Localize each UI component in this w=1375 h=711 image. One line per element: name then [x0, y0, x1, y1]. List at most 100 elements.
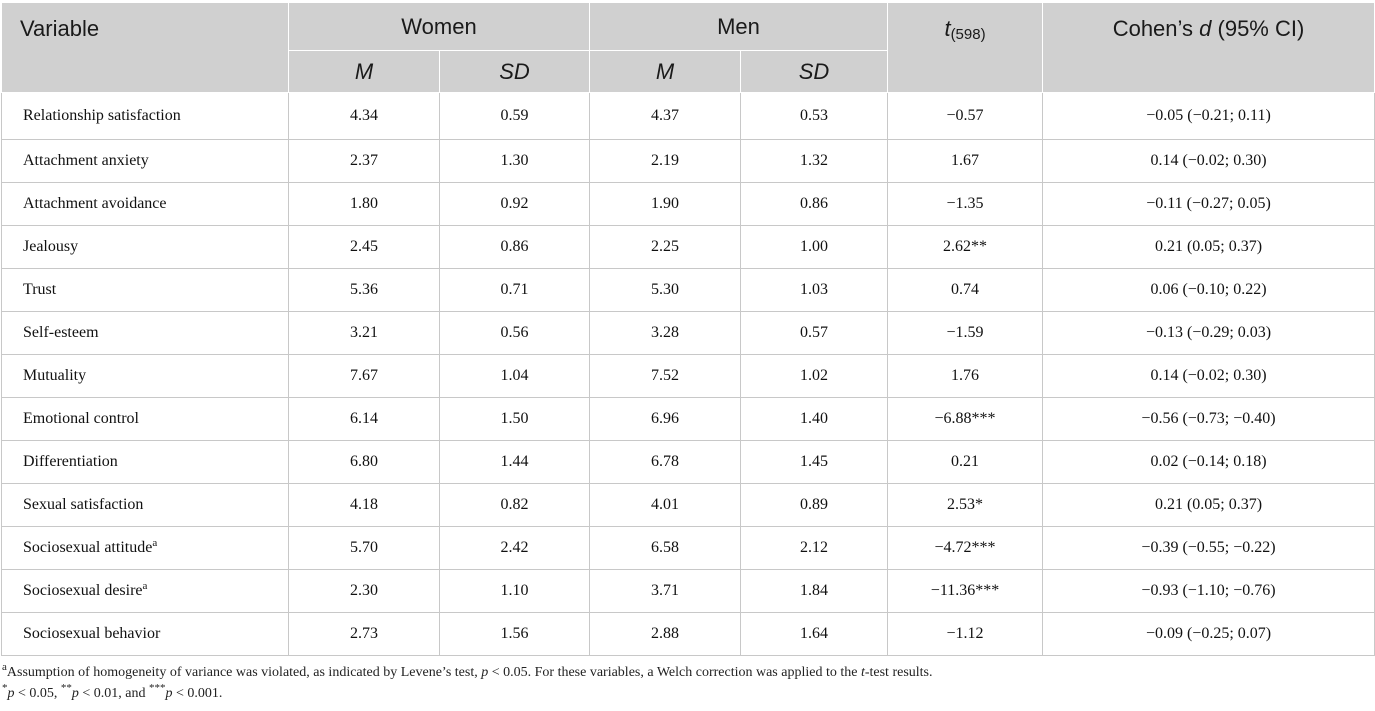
table-row: Attachment avoidance 1.80 0.92 1.90 0.86 −1.3… [1, 182, 1375, 226]
variable-name: Trust [1, 268, 289, 312]
men-mean-cell: 3.71 [589, 569, 741, 613]
women-mean-cell: 6.14 [288, 397, 440, 441]
women-sd-cell: 0.56 [439, 311, 590, 355]
variable-name: Sociosexual behavior [1, 612, 289, 656]
sig-2-text: < 0.01, and [78, 686, 150, 701]
men-sd-cell: 0.53 [739, 92, 889, 140]
t-degrees-of-freedom: (598) [950, 26, 986, 43]
women-mean-cell: 5.36 [288, 268, 440, 312]
cohens-d-suffix: (95% CI) [1211, 16, 1305, 41]
variable-label: Sociosexual attitude [23, 539, 153, 556]
t-value-cell: 2.53* [887, 483, 1044, 527]
table-row: Relationship satisfaction 4.34 0.59 4.37 0.5… [1, 92, 1375, 140]
women-sd-cell: 2.42 [439, 526, 590, 570]
table-row: Sociosexual desirea 2.30 1.10 3.71 1.84 −11.3… [1, 569, 1375, 613]
header-women-mean: M [288, 50, 440, 93]
women-mean-cell: 3.21 [288, 311, 440, 355]
t-value-cell: −1.35 [887, 182, 1044, 226]
cohens-d-cell: 0.02 (−0.14; 0.18) [1042, 440, 1375, 484]
cohens-d-cell: −0.39 (−0.55; −0.22) [1042, 526, 1375, 570]
women-mean-cell: 2.37 [288, 139, 440, 183]
women-sd-cell: 0.71 [439, 268, 590, 312]
women-sd-cell: 0.82 [439, 483, 590, 527]
women-sd-cell: 1.10 [439, 569, 590, 613]
footnote-marker: a [142, 580, 148, 592]
women-mean-cell: 7.67 [288, 354, 440, 398]
cohens-d-cell: −0.11 (−0.27; 0.05) [1042, 182, 1375, 226]
women-mean-cell: 2.30 [288, 569, 440, 613]
footnote-a-t: t [860, 665, 865, 680]
men-sd-cell: 0.86 [739, 182, 889, 226]
women-sd-cell: 1.50 [439, 397, 590, 441]
table-header: Variable Women Men t(598) Cohen’s d (95%… [1, 2, 1375, 93]
women-sd-cell: 0.59 [439, 92, 590, 140]
men-mean-cell: 4.37 [589, 92, 741, 140]
header-cohens-d: Cohen’s d (95% CI) [1042, 2, 1375, 93]
cohens-d-cell: 0.21 (0.05; 0.37) [1042, 483, 1375, 527]
header-men-sd: SD [739, 50, 889, 93]
women-sd-cell: 0.86 [439, 225, 590, 269]
women-mean-cell: 5.70 [288, 526, 440, 570]
t-value-cell: 1.67 [887, 139, 1044, 183]
men-sd-cell: 1.03 [739, 268, 889, 312]
variable-label: Attachment anxiety [23, 152, 149, 169]
men-mean-cell: 7.52 [589, 354, 741, 398]
cohens-d-cell: −0.93 (−1.10; −0.76) [1042, 569, 1375, 613]
men-mean-cell: 6.96 [589, 397, 741, 441]
men-sd-cell: 1.00 [739, 225, 889, 269]
t-value-cell: 1.76 [887, 354, 1044, 398]
women-mean-cell: 4.18 [288, 483, 440, 527]
men-sd-cell: 1.32 [739, 139, 889, 183]
variable-name: Differentiation [1, 440, 289, 484]
variable-label: Differentiation [23, 453, 118, 470]
men-sd-cell: 1.40 [739, 397, 889, 441]
footnote-a-mark: a [2, 661, 7, 673]
t-value-cell: 2.62** [887, 225, 1044, 269]
variable-label: Trust [23, 281, 57, 298]
table-row: Sociosexual attitudea 5.70 2.42 6.58 2.12 −4.… [1, 526, 1375, 570]
sig-1-mark: * [2, 682, 8, 694]
women-sd-cell: 1.30 [439, 139, 590, 183]
men-mean-cell: 3.28 [589, 311, 741, 355]
sig-2-p: p [71, 686, 79, 701]
t-value-cell: −11.36*** [887, 569, 1044, 613]
cohens-d-cell: 0.06 (−0.10; 0.22) [1042, 268, 1375, 312]
header-men: Men [588, 2, 889, 51]
cohens-d-cell: −0.05 (−0.21; 0.11) [1042, 92, 1375, 140]
variable-label: Sociosexual behavior [23, 625, 161, 642]
cohens-d-symbol: d [1199, 16, 1212, 41]
variable-name: Mutuality [1, 354, 289, 398]
header-women: Women [288, 2, 590, 51]
men-mean-cell: 4.01 [589, 483, 741, 527]
cohens-d-prefix: Cohen’s [1112, 16, 1200, 41]
variable-label: Sociosexual desire [23, 582, 143, 599]
women-mean-cell: 6.80 [288, 440, 440, 484]
variable-name: Attachment avoidance [1, 182, 289, 226]
women-mean-cell: 2.45 [288, 225, 440, 269]
variable-name: Sociosexual attitudea [1, 526, 289, 570]
men-sd-cell: 0.89 [739, 483, 889, 527]
footnote-a-text-1: Assumption of homogeneity of variance wa… [6, 665, 482, 680]
men-sd-cell: 0.57 [739, 311, 889, 355]
variable-name: Relationship satisfaction [1, 92, 289, 140]
variable-label: Relationship satisfaction [23, 107, 181, 124]
men-sd-cell: 2.12 [739, 526, 889, 570]
sig-1-p: p [7, 686, 15, 701]
table-footnotes: aAssumption of homogeneity of variance w… [2, 662, 1375, 704]
variable-name: Sexual satisfaction [1, 483, 289, 527]
cohens-d-cell: 0.14 (−0.02; 0.30) [1042, 139, 1375, 183]
variable-label: Mutuality [23, 367, 87, 384]
footnote-a-text-2: < 0.05. For these variables, a Welch cor… [488, 665, 861, 680]
cohens-d-cell: −0.56 (−0.73; −0.40) [1042, 397, 1375, 441]
footnote-welch: aAssumption of homogeneity of variance w… [2, 662, 1375, 683]
cohens-d-cell: −0.13 (−0.29; 0.03) [1042, 311, 1375, 355]
men-mean-cell: 1.90 [589, 182, 741, 226]
t-value-cell: 0.74 [887, 268, 1044, 312]
men-sd-cell: 1.84 [739, 569, 889, 613]
table-row: Attachment anxiety 2.37 1.30 2.19 1.32 1.67 0.… [1, 139, 1375, 183]
variable-label: Self-esteem [23, 324, 99, 341]
women-sd-cell: 1.44 [439, 440, 590, 484]
sig-2-mark: ** [60, 682, 72, 694]
men-sd-cell: 1.45 [739, 440, 889, 484]
